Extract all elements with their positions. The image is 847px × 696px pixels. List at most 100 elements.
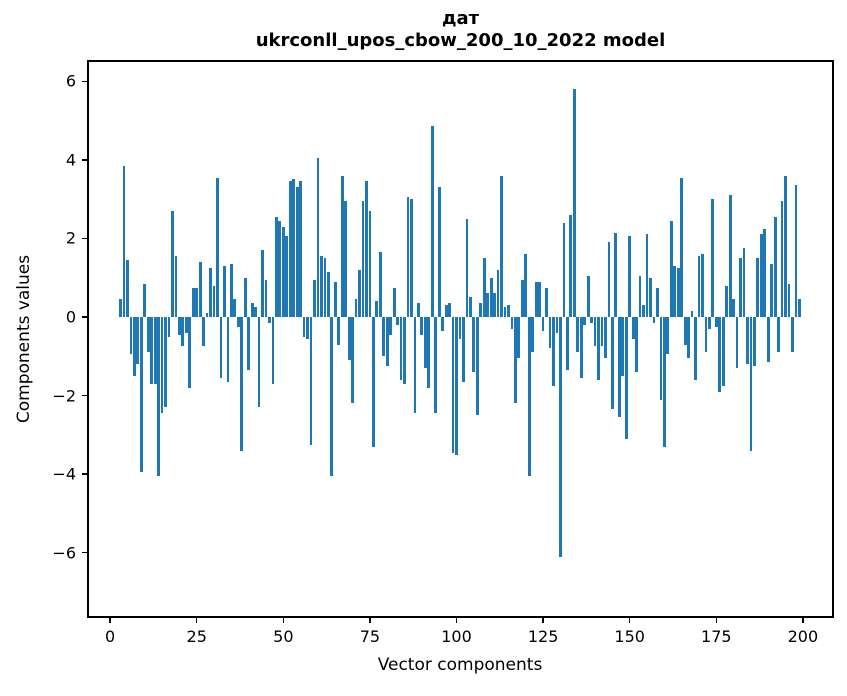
bar	[216, 177, 219, 317]
bar	[299, 181, 303, 317]
bar	[545, 287, 548, 317]
bar	[572, 89, 576, 317]
x-tick-mark	[109, 618, 111, 623]
bar	[126, 260, 129, 317]
bar	[264, 279, 268, 317]
x-axis-label: Vector components	[377, 655, 543, 675]
bar	[656, 287, 659, 317]
bar	[417, 303, 420, 317]
bar	[583, 317, 587, 325]
bar	[507, 305, 510, 317]
bar	[358, 269, 361, 317]
bar	[229, 263, 233, 317]
bar	[527, 317, 531, 477]
bar	[226, 317, 230, 382]
bar	[468, 297, 472, 317]
bar	[766, 317, 770, 363]
bar	[482, 258, 486, 317]
bar	[697, 256, 701, 317]
bar	[143, 283, 147, 317]
bar	[320, 256, 323, 317]
bar	[749, 317, 753, 451]
y-tick-label: 6	[65, 71, 76, 91]
bar	[212, 285, 216, 317]
bar	[261, 250, 264, 317]
bar	[735, 317, 739, 369]
bar	[410, 199, 413, 317]
bar	[368, 210, 372, 317]
bar	[129, 317, 133, 355]
bar	[278, 220, 282, 317]
bar	[223, 265, 226, 317]
bar	[514, 317, 517, 404]
bar	[437, 187, 441, 317]
bar	[392, 287, 396, 317]
bar	[759, 234, 763, 317]
bar	[389, 317, 393, 335]
bar	[479, 303, 483, 317]
bar	[794, 185, 798, 317]
bar	[714, 317, 718, 327]
bar	[565, 317, 569, 371]
bar	[323, 258, 327, 317]
bar	[268, 317, 271, 323]
bar	[694, 317, 697, 380]
bar	[701, 254, 704, 317]
bar	[721, 317, 725, 386]
bar	[725, 285, 729, 317]
bar	[403, 317, 406, 384]
bar	[624, 317, 628, 439]
bar	[728, 195, 732, 317]
bar	[243, 277, 247, 317]
bar	[455, 317, 458, 455]
y-tick-label: 4	[65, 150, 76, 170]
bar	[635, 317, 639, 372]
bar	[666, 317, 670, 355]
bar	[423, 317, 427, 369]
bar	[600, 317, 604, 347]
bar	[690, 311, 694, 317]
y-tick-mark	[82, 237, 87, 240]
bar	[233, 299, 237, 317]
bar	[531, 317, 535, 353]
bar	[569, 214, 573, 317]
bar	[465, 218, 469, 317]
bar	[119, 299, 122, 317]
bar	[160, 317, 164, 414]
bar	[396, 317, 400, 325]
x-tick-mark	[628, 618, 631, 623]
bar	[520, 279, 524, 317]
bar	[739, 258, 742, 317]
bar	[500, 175, 503, 317]
bar	[541, 317, 545, 331]
bar	[195, 287, 199, 317]
y-tick-mark	[82, 551, 87, 554]
bar	[683, 317, 687, 345]
bar	[444, 305, 448, 317]
bar	[157, 317, 160, 477]
bar	[746, 317, 749, 365]
bar	[472, 317, 476, 372]
bar	[139, 317, 143, 473]
x-tick-label: 75	[359, 627, 381, 646]
x-tick-mark	[282, 618, 285, 623]
bar	[306, 317, 309, 339]
bar	[413, 317, 417, 414]
bar	[621, 317, 625, 376]
x-tick-mark	[195, 618, 198, 623]
bar	[649, 277, 652, 317]
y-tick-label: −6	[52, 543, 76, 563]
bar	[375, 301, 379, 317]
x-tick-label: 200	[787, 627, 819, 646]
plot-area	[87, 60, 834, 618]
bar	[496, 269, 500, 317]
bar	[562, 222, 566, 317]
bar	[132, 317, 136, 376]
bar	[236, 317, 240, 327]
bar	[281, 226, 285, 317]
y-tick-mark	[82, 80, 87, 82]
bar	[313, 279, 316, 317]
bar	[763, 228, 767, 317]
bar	[326, 271, 330, 317]
